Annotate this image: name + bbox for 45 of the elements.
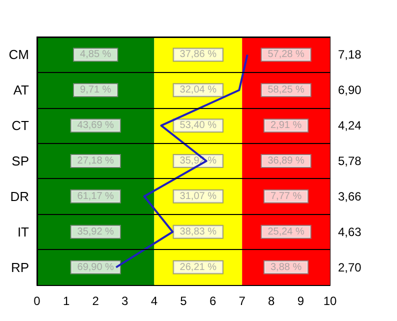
annotation: 7,77 % (270, 190, 302, 202)
annotation: 31,07 % (180, 190, 217, 202)
annotation: 27,18 % (77, 156, 114, 166)
annotation: 2,91 % (270, 120, 302, 132)
annotation: 9,71 % (80, 84, 112, 96)
x-tick-label: 9 (297, 294, 304, 308)
annotation: 36,89 % (268, 156, 304, 166)
data-label: 5,78 (338, 154, 362, 168)
x-tick-label: 8 (268, 294, 276, 308)
x-tick-label: 4 (150, 294, 158, 308)
y-tick-label: AT (13, 82, 30, 98)
x-tick-label: 7 (238, 294, 246, 308)
x-tick-label: 6 (209, 294, 216, 308)
annotation: 61,17 % (77, 190, 114, 202)
x-tick-label: 0 (34, 294, 41, 308)
annotation: 37,86 % (180, 49, 217, 60)
annotation: 4,85 % (80, 49, 112, 60)
annotation: 35,92 % (77, 226, 114, 238)
annotation: 26,21 % (180, 262, 217, 273)
annotation: 3,88 % (270, 262, 302, 273)
data-label: 4,24 (338, 118, 362, 133)
annotation: 53,40 % (180, 120, 217, 132)
y-tick-label: DR (10, 188, 29, 204)
data-label: 3,66 (338, 189, 362, 204)
x-tick-label: 5 (180, 294, 188, 308)
y-tick-label: RP (10, 260, 29, 275)
annotation: 38,83 % (180, 226, 217, 238)
annotation: 69,90 % (77, 262, 114, 273)
annotation: 57,28 % (268, 49, 304, 60)
annotation: 25,24 % (268, 226, 304, 238)
y-tick-label: IT (17, 224, 30, 240)
annotation: 58,25 % (268, 84, 304, 96)
x-tick-label: 3 (122, 294, 129, 308)
annotation: 43,69 % (77, 120, 114, 132)
y-tick-label: SP (12, 154, 29, 168)
data-label: 4,63 (338, 224, 362, 239)
data-label: 2,70 (338, 260, 362, 274)
data-label: 7,18 (338, 48, 362, 62)
x-tick-label: 2 (92, 294, 100, 308)
x-tick-label: 1 (62, 294, 70, 308)
annotation: 32,04 % (180, 84, 217, 96)
x-tick-label: 10 (323, 294, 337, 308)
y-tick-label: CM (8, 47, 29, 62)
data-label: 6,90 (338, 83, 362, 98)
y-tick-label: CT (12, 118, 30, 134)
